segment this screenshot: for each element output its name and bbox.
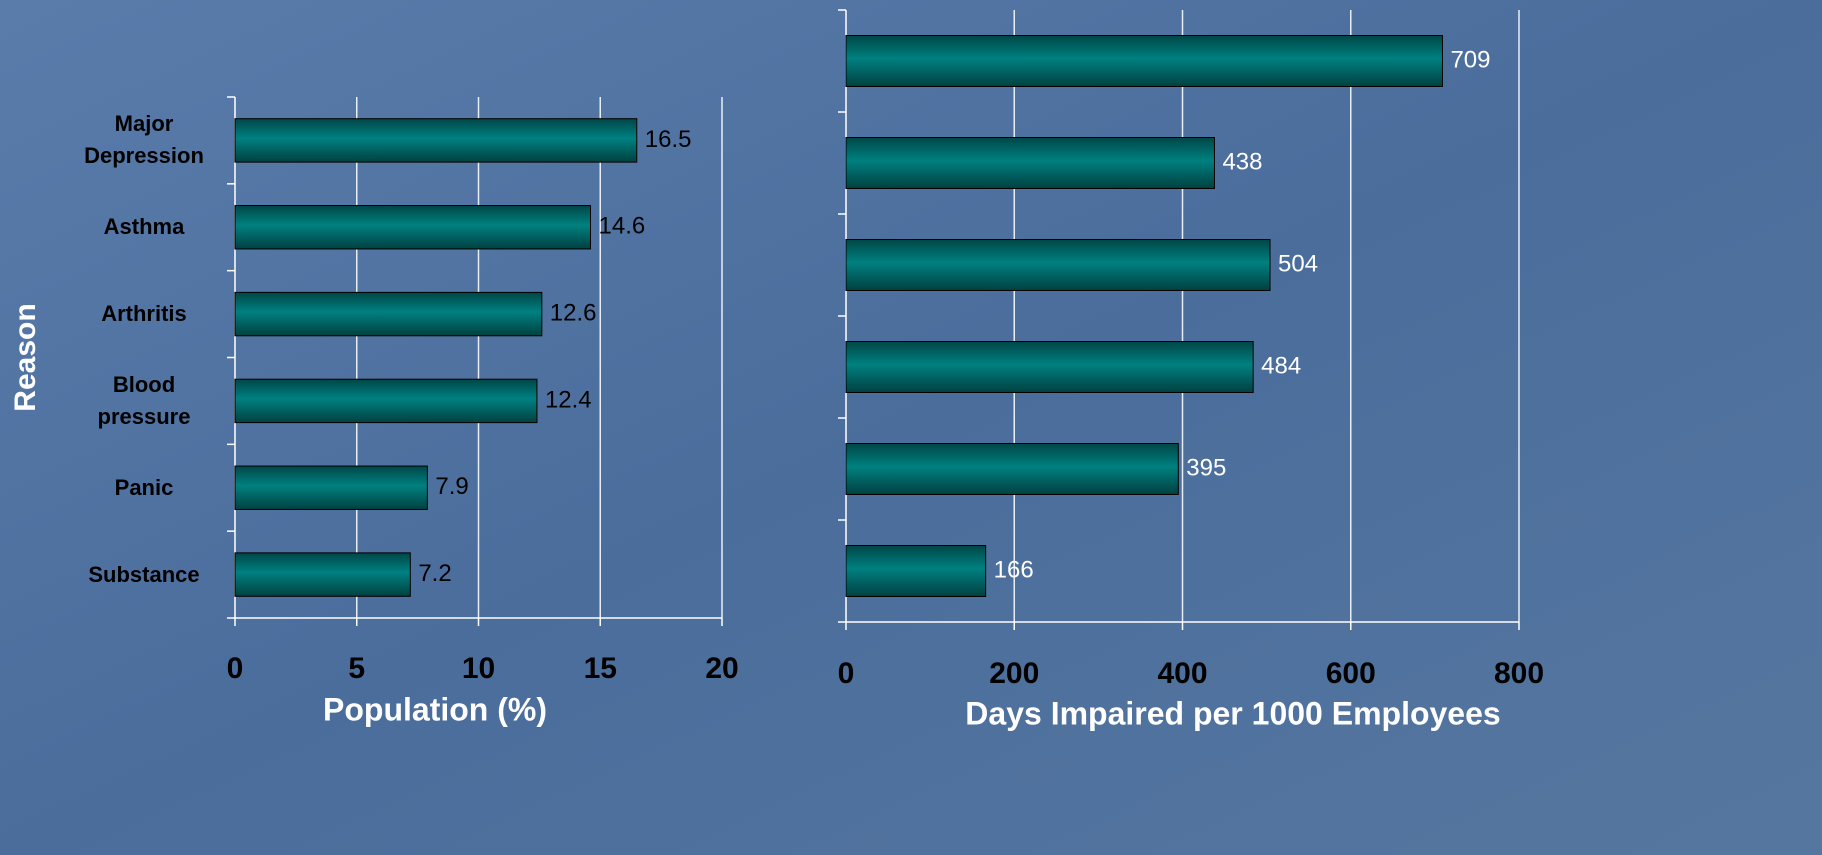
y-tick-label: Panic — [114, 474, 174, 500]
bar — [845, 35, 1443, 87]
y-tick-label: Arthritis — [101, 301, 187, 327]
x-tick-label: 800 — [1494, 657, 1544, 690]
x-tick-label: 0 — [838, 657, 855, 690]
x-axis-label: Population (%) — [323, 691, 547, 727]
data-label: 484 — [1261, 352, 1301, 379]
y-tick-label: Asthma — [103, 214, 185, 240]
x-tick-label: 400 — [1157, 657, 1207, 690]
y-axis-label: Reason — [9, 303, 42, 411]
y-tick-label: Blood pressure — [97, 371, 191, 429]
bar — [845, 341, 1254, 393]
bar — [234, 378, 538, 424]
data-label: 438 — [1222, 148, 1262, 175]
x-tick-label: 600 — [1326, 657, 1376, 690]
y-tick-label: Major Depression — [84, 111, 204, 169]
x-tick-label: 15 — [584, 652, 617, 685]
bar — [234, 291, 543, 337]
data-label: 166 — [994, 556, 1034, 583]
x-axis-label: Days Impaired per 1000 Employees — [965, 695, 1500, 731]
bar — [845, 545, 987, 597]
data-label: 14.6 — [599, 213, 646, 240]
data-label: 709 — [1450, 46, 1490, 73]
bar — [234, 465, 428, 510]
bar — [234, 552, 411, 597]
bar — [845, 137, 1215, 189]
y-tick-label: Substance — [88, 561, 200, 587]
data-label: 16.5 — [645, 126, 692, 153]
data-label: 504 — [1278, 250, 1318, 277]
data-label: 7.9 — [435, 473, 468, 500]
data-label: 12.4 — [545, 386, 592, 413]
bar — [845, 443, 1179, 495]
data-label: 12.6 — [550, 299, 597, 326]
x-tick-label: 5 — [348, 652, 365, 685]
data-label: 395 — [1186, 454, 1226, 481]
x-tick-label: 10 — [462, 652, 495, 685]
x-tick-label: 20 — [705, 652, 738, 685]
bar — [845, 239, 1271, 291]
bar — [234, 205, 592, 250]
data-label: 7.2 — [418, 560, 451, 587]
x-tick-label: 200 — [989, 657, 1039, 690]
x-tick-label: 0 — [227, 652, 244, 685]
bar — [234, 118, 638, 163]
